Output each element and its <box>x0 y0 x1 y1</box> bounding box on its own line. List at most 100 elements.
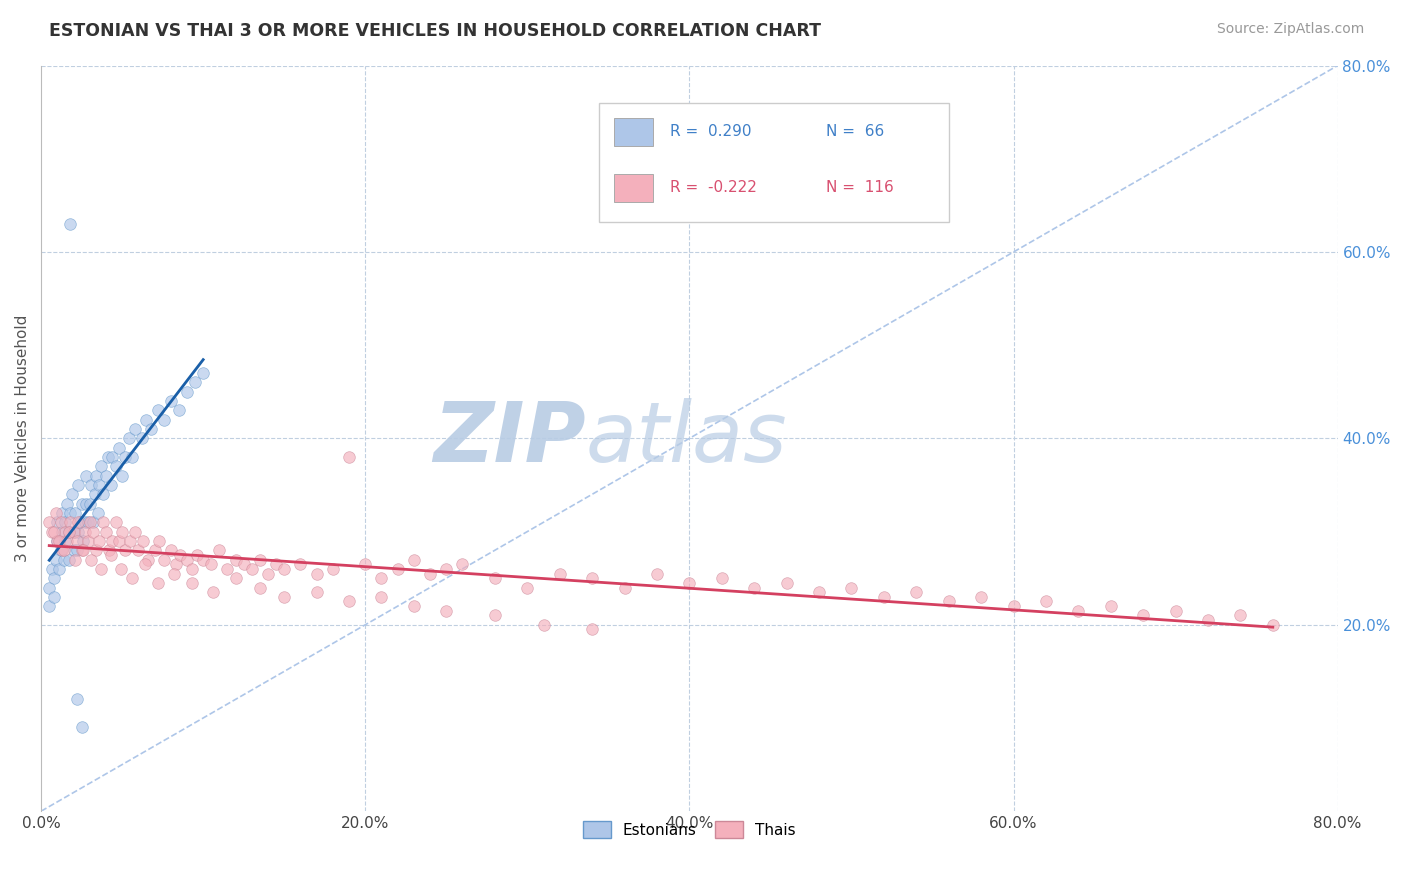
Point <box>841 581 863 595</box>
Point <box>180 575 202 590</box>
Point <box>79 497 101 511</box>
Point <box>49 543 72 558</box>
Point <box>110 562 132 576</box>
Point <box>94 468 117 483</box>
Point <box>264 558 287 572</box>
Point <box>176 384 198 399</box>
Point <box>38 581 60 595</box>
Point <box>201 585 224 599</box>
Point <box>55 524 77 539</box>
Point <box>678 575 700 590</box>
Point <box>273 562 295 576</box>
Point <box>484 571 506 585</box>
Point <box>42 571 65 585</box>
Text: ESTONIAN VS THAI 3 OR MORE VEHICLES IN HOUSEHOLD CORRELATION CHART: ESTONIAN VS THAI 3 OR MORE VEHICLES IN H… <box>49 22 821 40</box>
Point <box>66 692 89 706</box>
Point <box>56 497 79 511</box>
Point <box>90 562 112 576</box>
Point <box>48 562 70 576</box>
Point <box>186 548 208 562</box>
Point <box>101 450 124 464</box>
Point <box>225 552 247 566</box>
Point <box>451 558 474 572</box>
Point <box>117 431 139 445</box>
Point <box>45 552 67 566</box>
Point <box>217 562 239 576</box>
Point <box>124 422 146 436</box>
Point <box>136 552 159 566</box>
Point <box>82 524 104 539</box>
Point <box>120 533 142 548</box>
Point <box>1099 599 1122 614</box>
Point <box>873 590 896 604</box>
Point <box>46 516 69 530</box>
Point <box>111 468 134 483</box>
Point <box>121 450 143 464</box>
Point <box>370 590 392 604</box>
Point <box>257 566 280 581</box>
Point <box>67 516 90 530</box>
Point <box>232 558 254 572</box>
Point <box>124 524 146 539</box>
Text: N =  116: N = 116 <box>825 179 893 194</box>
Point <box>153 552 176 566</box>
Point <box>38 516 60 530</box>
Point <box>273 590 295 604</box>
Text: N =  66: N = 66 <box>825 124 884 139</box>
Point <box>159 394 181 409</box>
Point <box>108 533 131 548</box>
Point <box>581 623 603 637</box>
Point <box>58 524 80 539</box>
Point <box>905 585 928 599</box>
Point <box>59 516 82 530</box>
Point <box>46 533 69 548</box>
Point <box>49 516 72 530</box>
Point <box>135 413 157 427</box>
Point <box>1132 608 1154 623</box>
Point <box>305 585 328 599</box>
Point <box>41 524 63 539</box>
Point <box>354 558 377 572</box>
Point <box>63 506 86 520</box>
Point <box>51 506 73 520</box>
Point <box>51 524 73 539</box>
Point <box>1002 599 1025 614</box>
Point <box>91 487 114 501</box>
Point <box>70 497 93 511</box>
Point <box>76 468 98 483</box>
Point <box>127 543 149 558</box>
Point <box>56 533 79 548</box>
Point <box>104 459 127 474</box>
Point <box>613 581 636 595</box>
Point <box>58 524 80 539</box>
Point <box>337 594 360 608</box>
Point <box>775 575 797 590</box>
Point <box>42 524 65 539</box>
Point <box>167 403 190 417</box>
Point <box>82 516 104 530</box>
Point <box>148 533 170 548</box>
Point <box>89 478 111 492</box>
Point <box>134 558 156 572</box>
Point <box>79 516 101 530</box>
Point <box>55 533 77 548</box>
Point <box>208 543 231 558</box>
Point <box>163 566 186 581</box>
Point <box>67 478 90 492</box>
FancyBboxPatch shape <box>614 174 652 202</box>
Point <box>63 552 86 566</box>
Point <box>141 422 163 436</box>
Point <box>249 581 271 595</box>
Point <box>484 608 506 623</box>
Point <box>108 441 131 455</box>
Point <box>645 566 668 581</box>
Point <box>176 552 198 566</box>
Point <box>370 571 392 585</box>
Point <box>70 543 93 558</box>
Point <box>146 575 169 590</box>
Point <box>101 533 124 548</box>
Point <box>77 533 100 548</box>
Point <box>87 506 110 520</box>
Point <box>83 487 105 501</box>
Point <box>970 590 993 604</box>
